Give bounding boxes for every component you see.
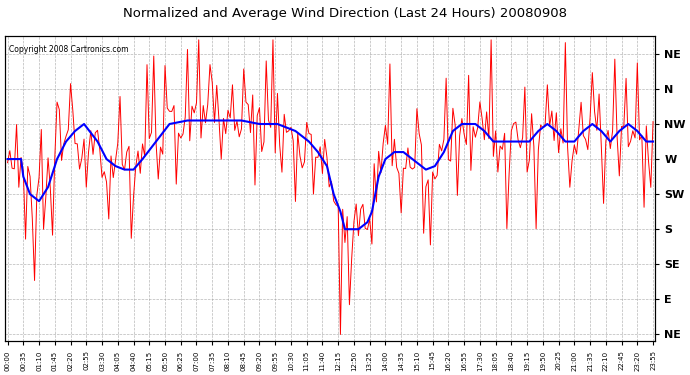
Text: Copyright 2008 Cartronics.com: Copyright 2008 Cartronics.com	[8, 45, 128, 54]
Text: Normalized and Average Wind Direction (Last 24 Hours) 20080908: Normalized and Average Wind Direction (L…	[123, 8, 567, 21]
